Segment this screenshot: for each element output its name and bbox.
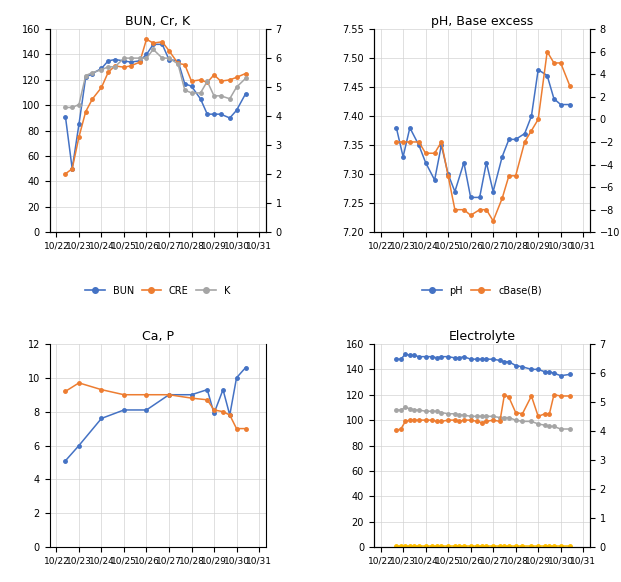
Title: Ca, P: Ca, P xyxy=(142,330,174,343)
Title: Electrolyte: Electrolyte xyxy=(448,330,515,343)
Title: BUN, Cr, K: BUN, Cr, K xyxy=(125,15,190,28)
Title: pH, Base excess: pH, Base excess xyxy=(431,15,533,28)
Legend: BUN, CRE, K: BUN, CRE, K xyxy=(81,282,234,300)
Legend: pH, cBase(B): pH, cBase(B) xyxy=(419,282,545,300)
